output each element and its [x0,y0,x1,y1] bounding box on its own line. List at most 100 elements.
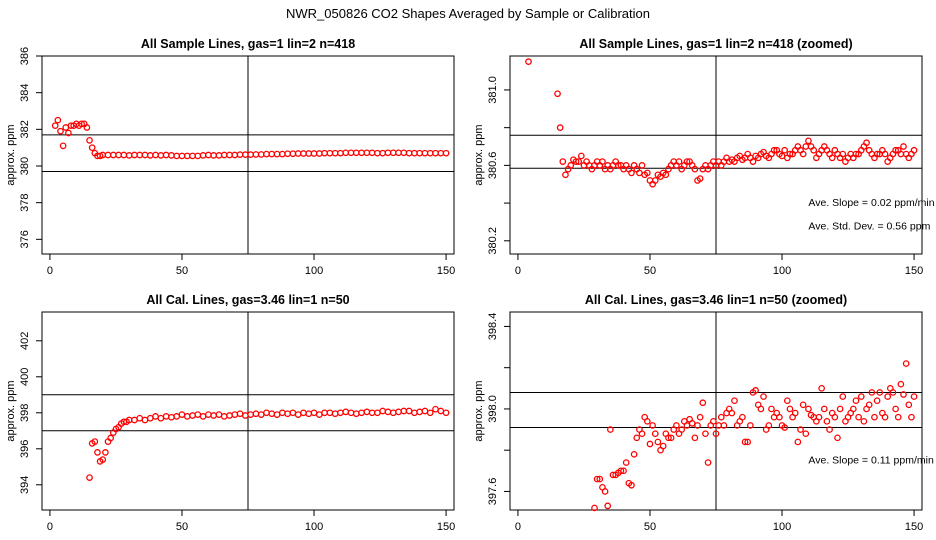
data-point [556,124,564,132]
data-point [659,442,667,450]
data-point [855,413,862,421]
data-point [141,416,149,424]
data-point [865,401,873,409]
data-point [746,422,754,429]
data-point [860,417,868,425]
data-point [678,426,686,433]
data-point [389,409,397,417]
data-point [781,146,789,154]
data-point [99,456,107,463]
data-point [358,149,365,157]
data-point [199,413,207,420]
data-point [831,413,839,421]
data-point [183,413,191,420]
data-point [646,440,654,448]
data-point [876,389,884,396]
data-point [374,409,381,417]
data-point [321,149,328,157]
data-point [810,146,818,154]
data-point [152,413,159,420]
data-point [910,146,918,154]
data-point [416,149,424,157]
data-point [820,405,828,413]
data-point [786,405,794,413]
data-point [643,417,651,425]
data-point [411,149,418,157]
data-point [873,150,881,158]
data-point [638,430,646,438]
x-tick-label: 50 [176,265,188,277]
data-point [257,411,265,418]
data-point [776,413,783,421]
data-point [57,127,64,135]
data-point [426,409,434,417]
data-point [104,151,112,159]
data-point [607,426,614,433]
data-point [437,149,445,157]
data-point [704,459,712,466]
data-point [432,149,439,157]
data-point [83,124,91,131]
data-point [694,422,701,429]
data-point [852,397,860,405]
data-point [826,426,833,433]
data-point [752,387,759,394]
data-point [86,474,93,481]
y-axis-label: approx. ppm [473,380,485,441]
data-point [400,149,408,157]
x-tick-label: 0 [47,521,53,533]
data-point [157,152,165,159]
y-axis-label: approx. ppm [5,380,17,441]
data-point [131,416,138,424]
data-point [654,438,662,446]
data-point [183,152,191,160]
data-point [741,438,749,446]
data-point [194,411,202,418]
data-point [442,409,450,417]
data-point [815,413,823,421]
data-point [836,405,844,413]
data-point [908,413,915,421]
y-tick-label: 382 [19,120,31,138]
data-point [881,413,889,421]
x-tick-label: 150 [437,265,455,277]
data-point [643,169,651,177]
data-point [157,414,165,422]
data-point [839,150,847,158]
data-point [65,129,72,137]
data-point [749,158,757,165]
data-point [342,149,350,157]
data-point [400,407,408,415]
data-point [696,175,704,182]
data-point [799,150,807,158]
data-point [892,146,899,154]
data-point [651,430,659,438]
data-point [146,152,154,159]
data-point [284,150,291,158]
data-point [289,409,297,417]
y-tick-label: 402 [19,332,31,350]
data-point [395,149,402,157]
data-point [691,165,699,173]
data-point [384,408,392,416]
data-point [665,434,672,442]
chart-panel-4: All Cal. Lines, gas=3.46 lin=1 n=50 (zoo… [473,293,934,533]
data-point [572,158,580,165]
data-point [395,408,402,416]
data-point [884,393,892,400]
data-point [152,151,159,159]
data-point [273,150,281,158]
chart-panel-2: All Sample Lines, gas=1 lin=2 n=418 (zoo… [473,37,935,277]
data-point [421,407,429,415]
x-tick-label: 100 [773,521,791,533]
data-point [315,411,323,418]
data-point [78,120,85,128]
data-point [284,410,291,418]
y-tick-label: 398.4 [487,313,499,341]
data-point [358,409,365,417]
data-point [863,139,870,147]
data-point [781,424,789,431]
data-point [673,422,680,429]
data-point [278,409,286,417]
y-axis-label: approx. ppm [5,124,17,185]
